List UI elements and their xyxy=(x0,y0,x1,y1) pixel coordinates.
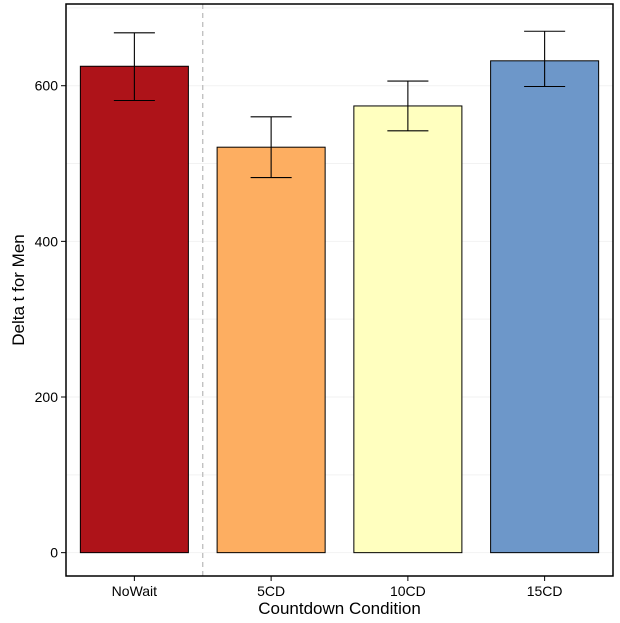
error-bars xyxy=(113,30,566,179)
x-tick-label-nowait: NoWait xyxy=(112,583,157,599)
y-tick-label: 0 xyxy=(50,545,58,561)
y-tick-label: 600 xyxy=(35,78,59,94)
y-tick-label: 200 xyxy=(35,389,59,405)
error-bar-15cd xyxy=(524,30,566,88)
error-bar-5cd xyxy=(250,116,292,179)
x-axis-title: Countdown Condition xyxy=(258,599,421,618)
bar-15cd xyxy=(490,60,600,554)
y-axis-title: Delta t for Men xyxy=(9,234,28,346)
x-tick-label-5cd: 5CD xyxy=(257,583,285,599)
plot-frame xyxy=(65,3,614,577)
x-tick-label-15cd: 15CD xyxy=(527,583,563,599)
bar-5cd xyxy=(216,146,326,554)
bars xyxy=(79,60,600,554)
error-bar-10cd xyxy=(387,80,429,132)
error-bar-nowait xyxy=(113,32,155,102)
x-axis: NoWait 5CD 10CD 15CD xyxy=(112,576,563,599)
bar-10cd xyxy=(353,105,463,554)
y-axis: 0 200 400 600 xyxy=(35,78,66,561)
bar-nowait xyxy=(79,65,189,554)
x-tick-label-10cd: 10CD xyxy=(390,583,426,599)
y-tick-label: 400 xyxy=(35,233,59,249)
